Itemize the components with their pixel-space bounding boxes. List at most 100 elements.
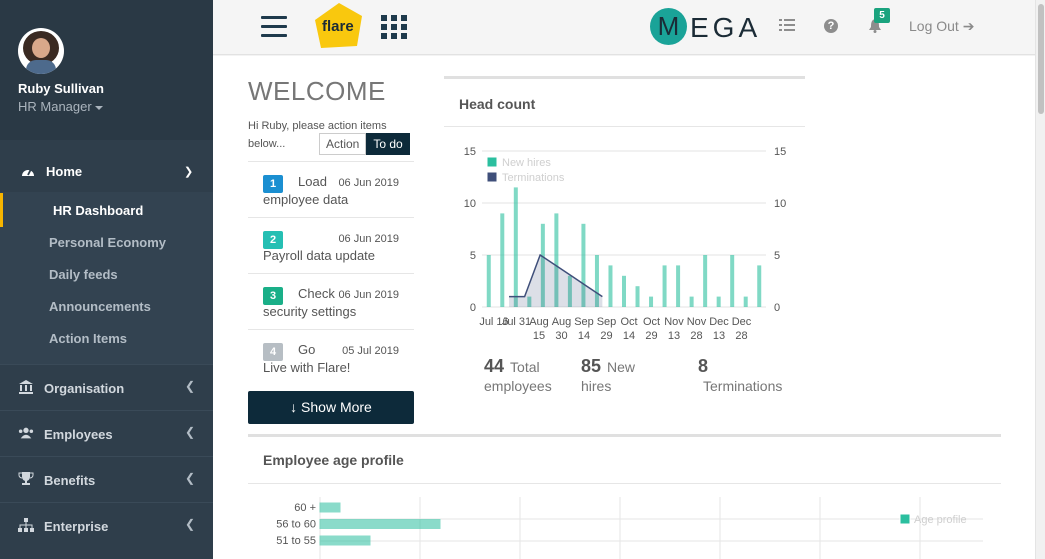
logout-button[interactable]: Log Out ➔ [909, 18, 974, 35]
bar-new-hires [567, 275, 572, 307]
bar-new-hires [730, 255, 735, 307]
nav-benefits[interactable]: Benefits ❮ [0, 456, 213, 502]
nav-organisation-label: Organisation [44, 381, 125, 396]
bar-new-hires [554, 213, 559, 307]
chevron-left-icon: ❮ [185, 425, 196, 439]
x-tick-label: Jul 16 [479, 316, 508, 328]
todo-description: Payroll data update [263, 248, 376, 263]
todo-list: 1 Load 06 Jun 2019 employee data 2 06 Ju… [248, 161, 414, 385]
bar-age-profile [319, 502, 341, 513]
x-tick-label: 14 [578, 330, 590, 342]
menu-icon[interactable] [261, 16, 287, 38]
list-item[interactable]: 4 Go 05 Jul 2019 Live with Flare! [248, 329, 414, 385]
x-tick-label: Dec [732, 316, 752, 328]
legend-swatch [899, 513, 911, 525]
x-tick-label: 29 [600, 330, 612, 342]
main-content: WELCOME Hi Ruby, please action items bel… [213, 56, 1035, 559]
x-tick-label: Aug [552, 316, 572, 328]
arrow-down-icon: ↓ [290, 399, 298, 415]
todo-number: 1 [263, 175, 283, 193]
headcount-title: Head count [459, 96, 536, 112]
chevron-down-icon: ❯ [184, 166, 194, 178]
bar-new-hires [676, 265, 681, 307]
x-tick-label: 30 [555, 330, 567, 342]
list-icon[interactable] [779, 18, 795, 32]
mega-logo: M EGA [650, 8, 770, 46]
age-profile-panel: Employee age profile 60 + 56 to 60 51 to 5… [248, 434, 1001, 559]
bar-new-hires [757, 265, 762, 307]
nav-organisation[interactable]: Organisation ❮ [0, 364, 213, 410]
bar-new-hires [703, 255, 708, 307]
apps-grid-icon[interactable] [381, 15, 407, 39]
stat-label: New [607, 359, 636, 375]
divider [248, 483, 1001, 484]
show-more-button[interactable]: ↓ Show More [248, 391, 414, 424]
sidebar-item-announcements[interactable]: Announcements [49, 299, 151, 314]
sidebar-item-action-items[interactable]: Action Items [49, 331, 128, 346]
list-item[interactable]: 1 Load 06 Jun 2019 employee data [248, 161, 414, 217]
todo-title: Load [298, 174, 327, 189]
nav-enterprise-label: Enterprise [44, 519, 109, 534]
trophy-icon [18, 472, 34, 485]
stat-label: hires [581, 378, 612, 394]
nav-home[interactable]: Home ❯ [0, 152, 213, 192]
x-tick-label: 15 [533, 330, 545, 342]
bar-new-hires [662, 265, 667, 307]
stat-value: 44 [484, 356, 505, 376]
y-tick-label-right: 10 [774, 198, 786, 210]
stat-value: 8 [698, 356, 709, 376]
sidebar: Ruby Sullivan HR Manager Home ❯ HR Dashb… [0, 0, 213, 559]
list-item[interactable]: 2 06 Jun 2019 Payroll data update [248, 217, 414, 273]
x-tick-label: 28 [735, 330, 747, 342]
y-tick-label: 56 to 60 [276, 519, 316, 531]
stat-label: Terminations [703, 378, 783, 394]
users-icon [18, 427, 34, 439]
x-tick-label: Jul 31 [502, 316, 531, 328]
legend-swatch [486, 156, 498, 168]
scrollbar[interactable] [1035, 0, 1045, 559]
y-tick-label: 51 to 55 [276, 535, 316, 547]
toggle-todo[interactable]: To do [366, 133, 410, 155]
y-tick-label-left: 5 [470, 250, 476, 262]
notification-badge: 5 [874, 8, 890, 23]
bar-new-hires [622, 275, 626, 307]
svg-text:flare: flare [322, 18, 354, 35]
avatar[interactable] [18, 28, 64, 74]
sidebar-item-daily-feeds[interactable]: Daily feeds [49, 267, 118, 282]
x-tick-label: Nov [687, 316, 707, 328]
x-tick-label: Dec [709, 316, 729, 328]
stat-label: Total [510, 359, 540, 375]
stat-terminations: 8 Terminations [698, 357, 782, 396]
sign-out-icon: ➔ [962, 18, 975, 34]
chevron-left-icon: ❮ [185, 517, 196, 531]
line-terminations [509, 253, 603, 298]
x-tick-label: Oct [643, 316, 660, 328]
toggle-action[interactable]: Action [319, 133, 367, 155]
y-tick-label-right: 0 [774, 302, 780, 314]
y-tick-label-left: 10 [464, 198, 476, 210]
bar-new-hires [716, 296, 721, 307]
user-role-dropdown[interactable]: HR Manager [18, 99, 103, 114]
nav-enterprise[interactable]: Enterprise ❮ [0, 502, 213, 548]
flare-logo[interactable]: flare [313, 2, 365, 50]
divider [444, 126, 805, 127]
nav-employees-label: Employees [44, 427, 113, 442]
legend-label: Terminations [502, 172, 565, 184]
scrollbar-thumb[interactable] [1038, 4, 1044, 114]
bar-new-hires [581, 223, 586, 307]
sidebar-item-personal-economy[interactable]: Personal Economy [49, 235, 167, 250]
nav-employees[interactable]: Employees ❮ [0, 410, 213, 456]
bar-new-hires [608, 265, 613, 307]
legend-label: Age profile [914, 514, 967, 526]
action-todo-toggle: Action To do [319, 133, 410, 155]
list-item[interactable]: 3 Check 06 Jun 2019 security settings [248, 273, 414, 329]
y-tick-label-right: 5 [774, 250, 780, 262]
sidebar-item-hr-dashboard[interactable]: HR Dashboard [53, 203, 144, 218]
x-tick-label: 13 [668, 330, 680, 342]
bank-icon [19, 380, 33, 394]
y-tick-label-left: 0 [470, 302, 476, 314]
y-tick-label-right: 15 [774, 146, 786, 158]
todo-title: Check [298, 286, 335, 301]
todo-date: 05 Jul 2019 [342, 345, 399, 357]
help-icon[interactable]: ? [824, 19, 838, 33]
